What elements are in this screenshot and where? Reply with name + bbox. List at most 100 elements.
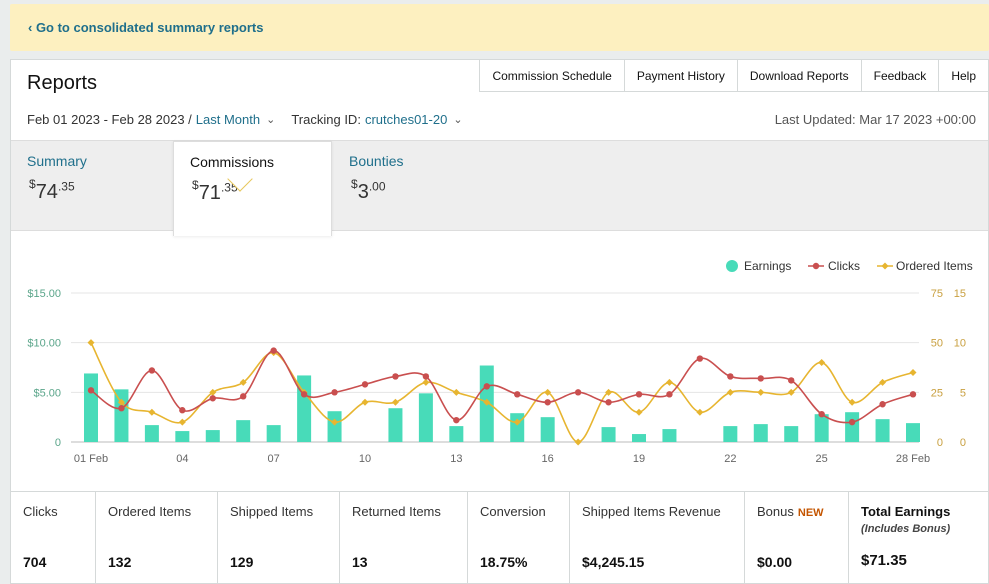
ordered-items-point [726, 388, 734, 396]
consolidated-reports-link[interactable]: ‹ Go to consolidated summary reports [28, 20, 264, 35]
chevron-down-icon[interactable]: ⌄ [453, 114, 463, 126]
tracking-id-dropdown[interactable]: crutches01-20 [364, 112, 448, 127]
x-tick-label: 16 [542, 453, 554, 465]
y-left-tick-label: 0 [55, 437, 61, 449]
stat-shipped-revenue: Shipped Items Revenue $4,245.15 [570, 492, 745, 584]
period-dropdown[interactable]: Last Month [195, 112, 261, 127]
clicks-point [148, 367, 156, 374]
stat-value: $0.00 [757, 554, 793, 570]
earnings-bar [845, 412, 860, 442]
legend-ordered-label: Ordered Items [896, 259, 973, 273]
clicks-point [361, 381, 369, 388]
tab-summary[interactable]: Summary $74.35 [11, 141, 173, 231]
stat-value: 13 [352, 554, 368, 570]
tracking-label: Tracking ID: [291, 112, 361, 127]
ordered-items-point [148, 408, 156, 416]
stats-row: Clicks 704 Ordered Items 132 Shipped Ite… [11, 491, 988, 584]
ordered-items-line [90, 342, 914, 443]
stat-returned-items: Returned Items 13 [340, 492, 468, 584]
y-left-tick-label: $15.00 [27, 288, 61, 300]
stat-label: Shipped Items Revenue [582, 504, 721, 519]
legend-ordered-swatch [881, 262, 889, 270]
earnings-tabs: Summary $74.35 Commissions $71.35 Bounti… [11, 140, 988, 236]
tab-commissions[interactable]: Commissions $71.35 [173, 141, 332, 236]
x-tick-label: 28 Feb [896, 453, 930, 465]
stat-label: Bonus NEW [757, 504, 824, 519]
earnings-bar [510, 413, 525, 442]
reports-panel: Reports Commission Schedule Payment Hist… [10, 59, 989, 584]
ordered-items-point [574, 438, 582, 446]
stat-ordered-items: Ordered Items 132 [96, 492, 218, 584]
earnings-bar [175, 431, 190, 442]
clicks-point [879, 401, 886, 408]
earnings-bar [814, 414, 829, 442]
nav-payment-history[interactable]: Payment History [625, 60, 738, 91]
date-range: Feb 01 2023 - Feb 28 2023 / [27, 112, 192, 127]
tab-label: Summary [27, 153, 87, 169]
nav-feedback[interactable]: Feedback [862, 60, 940, 91]
earnings-bar [297, 375, 312, 442]
stat-label: Ordered Items [108, 504, 192, 519]
last-updated: Last Updated: Mar 17 2023 +00:00 [774, 112, 976, 127]
x-tick-label: 13 [450, 453, 462, 465]
ordered-items-point [452, 388, 460, 396]
clicks-line [90, 349, 914, 424]
summary-banner: ‹ Go to consolidated summary reports [10, 4, 989, 51]
clicks-point [788, 377, 795, 384]
stat-value: $4,245.15 [582, 554, 645, 570]
nav-help[interactable]: Help [951, 69, 976, 83]
earnings-bar [784, 426, 799, 442]
stat-value: 132 [108, 554, 132, 570]
ordered-items-point [696, 408, 704, 416]
y-left-tick-label: $10.00 [27, 338, 61, 350]
ordered-items-point [848, 398, 856, 406]
x-tick-label: 07 [268, 453, 280, 465]
earnings-bar [114, 389, 129, 442]
ordered-items-point [879, 378, 887, 386]
x-tick-label: 22 [724, 453, 736, 465]
tab-label: Commissions [190, 154, 275, 170]
stat-shipped-items: Shipped Items 129 [218, 492, 340, 584]
clicks-point [118, 405, 125, 412]
nav-commission-schedule[interactable]: Commission Schedule [480, 60, 625, 91]
stat-label: Total Earnings [861, 504, 951, 519]
ordered-items-point [605, 388, 613, 396]
ordered-items-point [787, 388, 795, 396]
x-tick-label: 25 [816, 453, 828, 465]
tab-amount: $74.35 [29, 177, 75, 203]
earnings-bar [906, 423, 920, 442]
clicks-point [574, 389, 582, 396]
ordered-items-point [209, 388, 217, 396]
x-tick-label: 19 [633, 453, 645, 465]
earnings-bar [632, 434, 646, 442]
clicks-point [270, 347, 277, 354]
page-title: Reports [27, 72, 98, 94]
stat-label: Clicks [23, 504, 58, 519]
earnings-bar [327, 411, 342, 442]
x-tick-label: 10 [359, 453, 371, 465]
stat-conversion: Conversion 18.75% [468, 492, 570, 584]
stat-clicks: Clicks 704 [11, 492, 96, 584]
ordered-items-point [818, 359, 826, 367]
stat-bonus: Bonus NEW $0.00 [745, 492, 849, 584]
x-tick-label: 01 Feb [74, 453, 108, 465]
chevron-down-icon[interactable]: ⌄ [266, 114, 276, 126]
legend-clicks-swatch [812, 262, 820, 270]
ordered-items-point [544, 388, 552, 396]
ordered-items-point [665, 378, 673, 386]
earnings-bar [449, 426, 464, 442]
tab-amount: $3.00 [351, 177, 386, 203]
y-right-clicks-tick-label: 25 [931, 387, 943, 399]
earnings-bar [266, 425, 281, 442]
clicks-point [422, 373, 430, 380]
clicks-point [757, 375, 764, 382]
ordered-items-point [757, 388, 765, 396]
clicks-point [818, 410, 825, 418]
nav-download-reports[interactable]: Download Reports [738, 60, 862, 91]
earnings-bar [236, 420, 251, 442]
filters-bar: Feb 01 2023 - Feb 28 2023 / Last Month ⌄… [27, 112, 463, 127]
earnings-chart: $15.00 75 15$10.00 50 10$5.00 25 50 0 001 Feb 04 0… [27, 259, 973, 465]
tab-bounties[interactable]: Bounties $3.00 [333, 141, 493, 231]
clicks-point [848, 418, 856, 426]
clicks-point [605, 399, 612, 406]
